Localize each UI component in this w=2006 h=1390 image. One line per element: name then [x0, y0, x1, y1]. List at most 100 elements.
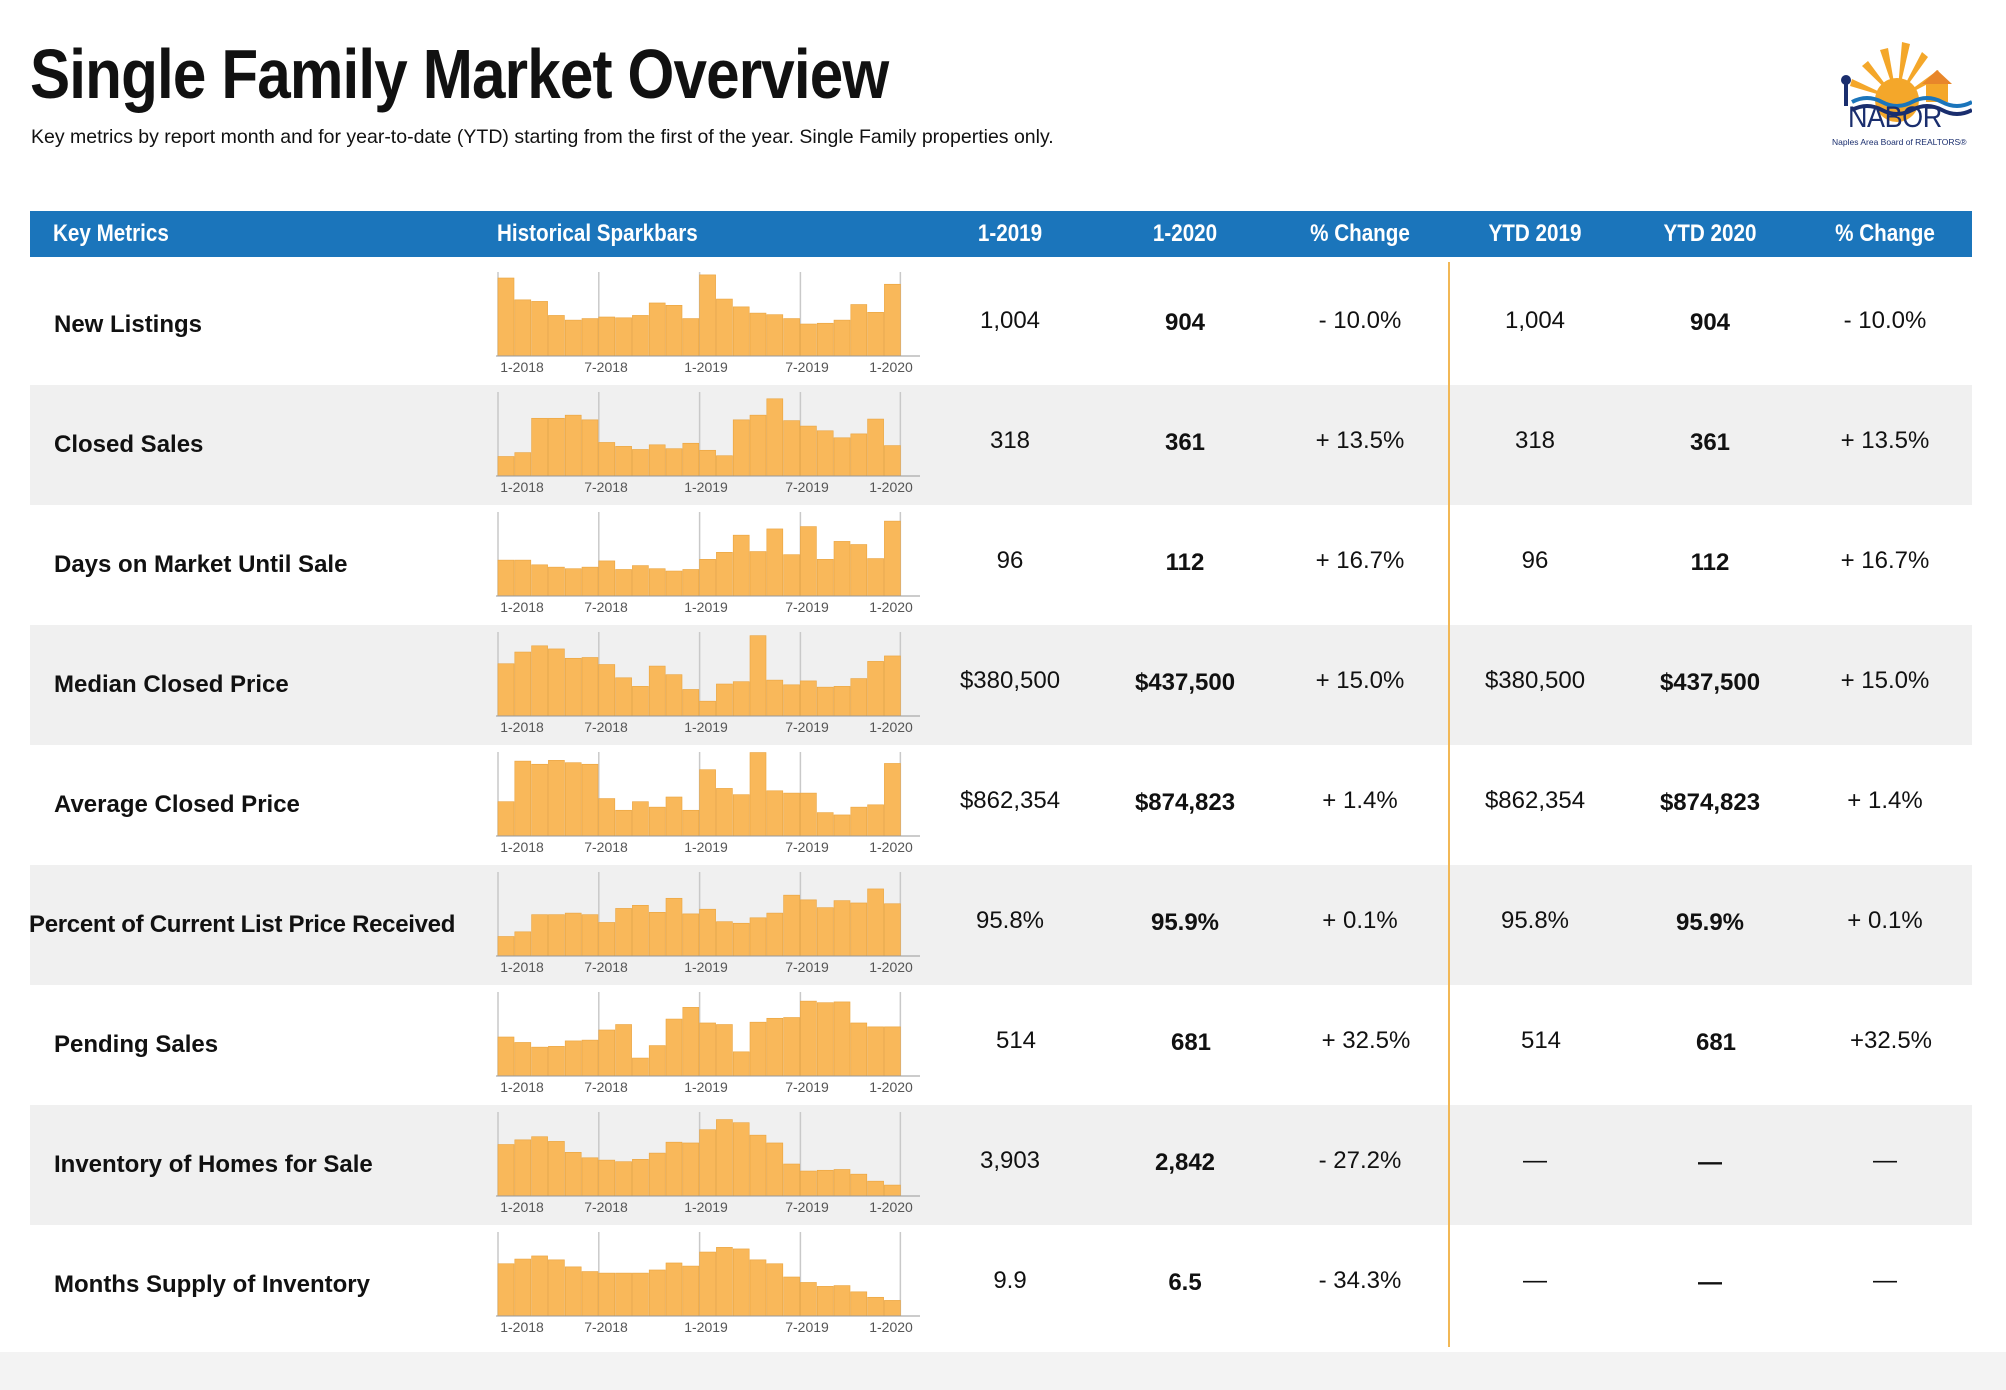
value-ytd2019: 514 — [1520, 1027, 1562, 1054]
sparkbar — [766, 912, 784, 957]
sparkbar — [531, 1046, 548, 1077]
sparkbar-axis-label: 1-2020 — [869, 959, 913, 975]
sparkbar — [632, 904, 649, 957]
table-row: Closed Sales 1-2018 7-2018 1-2019 7-2019 1-20… — [30, 385, 1972, 505]
sparkbar — [833, 541, 851, 597]
sparkbar — [766, 679, 784, 717]
sparkbar — [766, 1263, 784, 1317]
header-ytd-pct-change: % Change — [1835, 220, 1935, 247]
sparkbar — [665, 304, 683, 357]
value-pct: + 1.4% — [1322, 787, 1398, 814]
sparkbar — [598, 1159, 616, 1197]
sparkbar — [531, 645, 548, 717]
sparkbar — [581, 1039, 599, 1077]
sparkbar — [800, 323, 817, 357]
sparkbar — [732, 1051, 750, 1077]
sparkbar — [732, 1248, 750, 1317]
sparkbar — [682, 1007, 700, 1077]
value-ytd2020: — — [1698, 1269, 1722, 1296]
value-m2020: 904 — [1164, 309, 1206, 336]
sparkbar — [682, 809, 700, 837]
sparkbar-axis-label: 7-2019 — [785, 1319, 829, 1335]
sparkbar — [531, 763, 548, 837]
value-pct: - 34.3% — [1318, 1267, 1402, 1294]
sparkbar — [749, 1259, 767, 1317]
sparkbar — [682, 1265, 700, 1317]
sparkbar — [564, 1152, 582, 1197]
sparkbar — [766, 1017, 784, 1077]
sparkbar — [581, 419, 599, 477]
sparkbar — [850, 1173, 868, 1197]
sparkbar — [531, 1255, 548, 1317]
sparkbar — [884, 763, 901, 837]
value-ytd2019: — — [1523, 1147, 1547, 1174]
sparkbar — [548, 1141, 565, 1197]
sparkbar-axis-label: 1-2019 — [684, 479, 728, 495]
sparkbar — [850, 433, 868, 477]
sparkbar — [497, 1144, 515, 1197]
value-ytdpct: + 0.1% — [1847, 907, 1923, 934]
value-ytd2020: $874,823 — [1659, 789, 1761, 816]
header-month-2020: 1-2020 — [1152, 220, 1218, 247]
sparkbar — [514, 1042, 532, 1077]
sparkbar-axis-label: 1-2020 — [869, 599, 913, 615]
sparkbar-axis-label: 1-2018 — [500, 359, 544, 375]
sparkbar — [548, 760, 565, 837]
sparkbar — [615, 1272, 632, 1317]
value-m2019: 9.9 — [993, 1267, 1027, 1294]
value-ytd2019: 95.8% — [1500, 907, 1570, 934]
sparkbar — [732, 306, 750, 357]
sparkbar — [867, 1180, 884, 1197]
sparkbar-axis-label: 1-2020 — [869, 719, 913, 735]
sparkbar — [564, 568, 582, 597]
sparkbar — [749, 551, 767, 597]
sparkbar-axis-label: 1-2018 — [500, 719, 544, 735]
table-header: Key Metrics Historical Sparkbars 1-2019 … — [30, 211, 1972, 257]
value-m2020: 2,842 — [1154, 1149, 1216, 1176]
value-m2019: 1,004 — [979, 307, 1041, 334]
sparkbar — [749, 1134, 767, 1197]
sparkbar — [598, 316, 616, 357]
sparkbar-chart: 1-2018 7-2018 1-2019 7-2019 1-2020 — [496, 512, 920, 615]
sparkbar-axis-label: 7-2018 — [584, 1319, 628, 1335]
metric-label: Months Supply of Inventory — [54, 1271, 370, 1298]
sparkbar — [598, 1029, 616, 1077]
sparkbar-axis-label: 7-2018 — [584, 359, 628, 375]
sparkbar — [766, 314, 784, 357]
value-pct: + 0.1% — [1322, 907, 1398, 934]
value-ytdpct: + 1.4% — [1847, 787, 1923, 814]
sparkbar — [598, 798, 616, 837]
sparkbar — [648, 1269, 666, 1317]
sparkbar-chart: 1-2018 7-2018 1-2019 7-2019 1-2020 — [496, 1112, 920, 1215]
sparkbar-axis-label: 1-2019 — [684, 719, 728, 735]
sparkbar — [699, 908, 716, 957]
sparkbar-axis-label: 1-2019 — [684, 839, 728, 855]
table-row: Pending Sales 1-2018 7-2018 1-2019 7-2019 1-2… — [30, 985, 1972, 1105]
sparkbar-axis-label: 1-2018 — [500, 1199, 544, 1215]
sparkbar — [581, 914, 599, 957]
sparkbar — [564, 762, 582, 837]
sparkbar — [867, 418, 884, 477]
value-m2019: 3,903 — [979, 1147, 1041, 1174]
sparkbar-axis-label: 7-2019 — [785, 599, 829, 615]
sparkbar-axis-label: 7-2019 — [785, 359, 829, 375]
page-title: Single Family Market Overview — [30, 35, 889, 113]
sparkbar — [749, 312, 767, 357]
metric-label: Inventory of Homes for Sale — [54, 1151, 373, 1178]
sparkbar-axis-label: 1-2020 — [869, 1319, 913, 1335]
ytd-column-divider — [1448, 262, 1450, 1347]
sparkbar — [514, 299, 532, 357]
sparkbar — [665, 1141, 683, 1197]
sparkbar — [816, 1169, 834, 1197]
sparkbar — [514, 1258, 532, 1317]
sparkbar — [783, 554, 800, 597]
sparkbar — [514, 651, 532, 717]
sparkbar — [716, 1247, 733, 1317]
sparkbar — [632, 315, 649, 357]
sparkbar — [648, 568, 666, 597]
sparkbar — [581, 763, 599, 837]
table-row: Months Supply of Inventory 1-2018 7-2018 1-… — [30, 1225, 1972, 1345]
sparkbar — [766, 1142, 784, 1197]
sparkbar — [749, 917, 767, 957]
sparkbar — [564, 319, 582, 357]
